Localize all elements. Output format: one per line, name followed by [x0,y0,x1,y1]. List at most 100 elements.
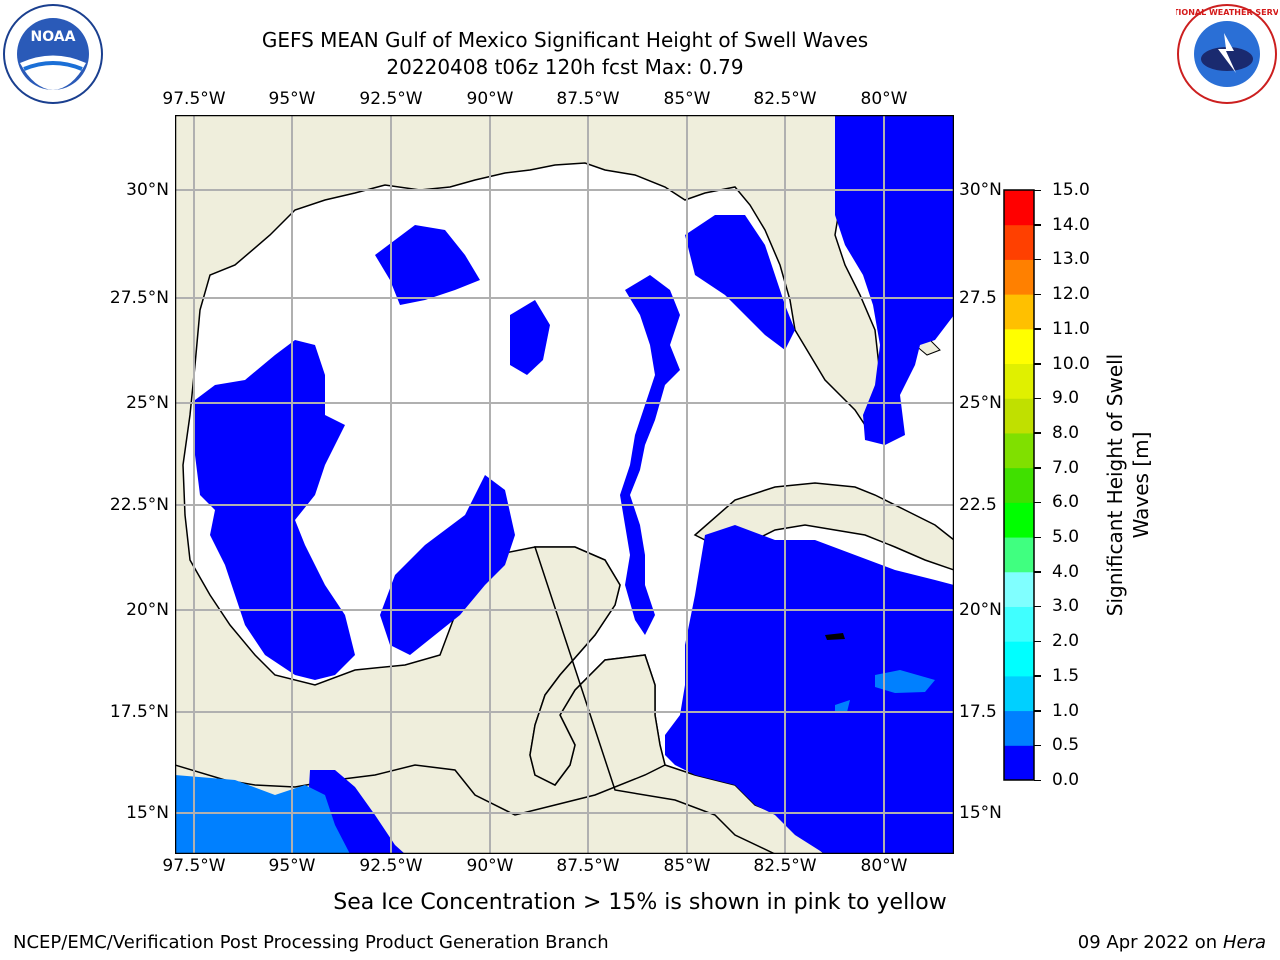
colorbar-tick-mark [1034,605,1041,608]
colorbar-tick-mark [1034,571,1041,573]
map-frame [175,115,954,854]
colorbar-title: Significant Height of Swell Waves [m] [1102,354,1154,616]
colorbar-tick-label: 0.5 [1052,735,1080,756]
colorbar-title-line2: Waves [m] [1129,431,1153,539]
colorbar-segment [1004,467,1034,503]
swell-0.5-1.0-patches [175,670,935,854]
lon-label-top: 92.5°W [359,89,423,109]
colorbar-title-line1: Significant Height of Swell [1103,353,1127,617]
colorbar-tick-mark [1034,779,1041,781]
colorbar-tick-label: 11.0 [1052,318,1090,339]
colorbar-tick-mark [1034,640,1041,643]
graticule [175,115,954,854]
date-stamp: 09 Apr 2022 on Hera [1077,932,1266,953]
lon-label-bottom: 92.5°W [359,856,423,876]
credit-text: NCEP/EMC/Verification Post Processing Pr… [13,932,609,953]
lat-label-right: 15°N [959,803,1002,823]
colorbar-segment [1004,606,1034,642]
colorbar-tick-label: 1.5 [1052,665,1080,686]
lat-label-right: 22.5 [959,495,997,515]
lat-label-right: 25°N [959,393,1002,413]
colorbar-segment [1004,328,1034,365]
colorbar-segment [1004,432,1034,469]
sea-ice-note: Sea Ice Concentration > 15% is shown in … [333,890,947,915]
colorbar-tick-label: 10.0 [1052,353,1090,374]
lon-label-bottom: 85°W [663,856,711,876]
island-jamaica [825,633,845,640]
lon-label-top: 82.5°W [753,89,817,109]
lon-label-top: 85°W [663,89,711,109]
colorbar-tick-label: 6.0 [1052,492,1080,513]
colorbar-segment [1004,190,1034,226]
lon-label-bottom: 87.5°W [556,856,620,876]
colorbar-tick-label: 9.0 [1052,388,1080,409]
swell-0-0.5-patches [195,115,954,854]
lat-label-left: 17.5°N [109,702,169,722]
colorbar-tick-label: 12.0 [1052,284,1090,305]
chart-subtitle: 20220408 t06z 120h fcst Max: 0.79 [386,55,744,79]
colorbar-tick-label: 2.0 [1052,631,1080,652]
colorbar-segment [1004,398,1034,434]
lat-label-left: 22.5°N [109,495,169,515]
nws-logo: NATIONAL WEATHER SERVICE [1176,4,1278,104]
lat-label-left: 20°N [126,600,169,620]
colorbar-tick-label: 4.0 [1052,561,1080,582]
lat-label-right: 27.5 [959,288,997,308]
colorbar-segment [1004,259,1034,295]
lon-label-top: 87.5°W [556,89,620,109]
colorbar-segment [1004,294,1034,330]
yucatan [175,546,776,854]
colorbar-tick-mark [1034,258,1041,261]
svg-text:NATIONAL WEATHER SERVICE: NATIONAL WEATHER SERVICE [1176,8,1278,17]
colorbar-tick-mark [1034,328,1041,330]
colorbar-segment [1004,641,1034,677]
colorbar-tick-label: 8.0 [1052,422,1080,443]
lat-label-right: 30°N [959,180,1002,200]
colorbar-tick-mark [1034,710,1041,712]
colorbar-tick-label: 1.0 [1052,700,1080,721]
colorbar-tick-mark [1034,189,1041,191]
colorbar-tick-mark [1034,467,1041,469]
colorbar-segment [1004,675,1034,712]
lat-label-left: 15°N [126,803,169,823]
svg-text:NOAA: NOAA [31,29,76,45]
lat-label-right: 20°N [959,600,1002,620]
colorbar-tick-mark [1034,536,1041,539]
colorbar-tick-mark [1034,397,1041,400]
colorbar-segment [1004,571,1034,607]
colorbar-tick-label: 7.0 [1052,457,1080,478]
colorbar-tick-label: 0.0 [1052,770,1080,790]
lon-label-bottom: 80°W [860,856,908,876]
colorbar-frame [1003,189,1035,781]
colorbar-tick-mark [1034,501,1041,504]
lon-label-top: 80°W [860,89,908,109]
chart-title: GEFS MEAN Gulf of Mexico Significant Hei… [261,28,869,52]
colorbar-segment [1004,363,1034,399]
colorbar [1003,189,1035,781]
lon-label-bottom: 95°W [268,856,316,876]
colorbar-tick-label: 3.0 [1052,596,1080,617]
colorbar-tick-label: 13.0 [1052,249,1090,270]
lon-label-bottom: 90°W [466,856,514,876]
gulf-map [175,115,954,854]
lon-label-bottom: 82.5°W [753,856,817,876]
colorbar-tick-mark [1034,744,1041,747]
lat-label-left: 27.5°N [109,288,169,308]
colorbar-tick-mark [1034,363,1041,365]
host-name: Hera [1222,932,1266,953]
colorbar-segment [1004,537,1034,573]
colorbar-tick-mark [1034,432,1041,434]
colorbar-segment [1004,745,1034,781]
lat-label-left: 25°N [126,393,169,413]
colorbar-tick-label: 5.0 [1052,527,1080,548]
colorbar-segment [1004,710,1034,746]
lat-label-left: 30°N [126,180,169,200]
colorbar-tick-mark [1034,675,1041,677]
lat-label-right: 17.5 [959,702,997,722]
lon-label-bottom: 97.5°W [162,856,226,876]
colorbar-tick-mark [1034,224,1041,226]
colorbar-tick-label: 15.0 [1052,180,1090,200]
lon-label-top: 90°W [466,89,514,109]
colorbar-segment [1004,502,1034,538]
lon-label-top: 97.5°W [162,89,226,109]
